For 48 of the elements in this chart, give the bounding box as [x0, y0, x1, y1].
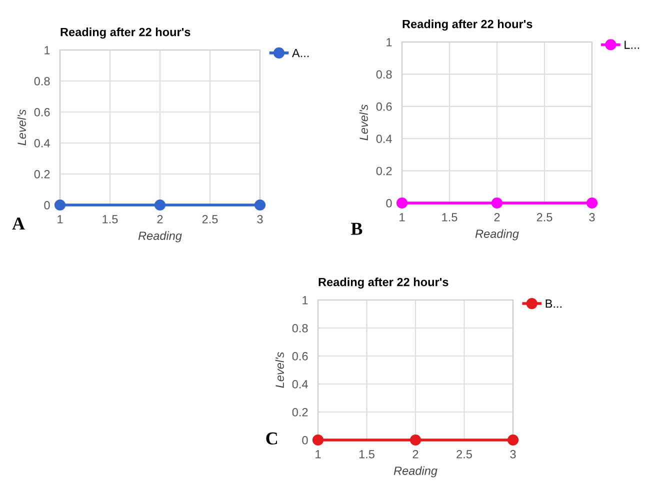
x-tick-label: 2.5	[202, 215, 218, 224]
x-tick-label: 2	[494, 213, 500, 222]
y-tick-label: 0	[44, 201, 50, 210]
y-axis-title: Level's	[275, 352, 284, 388]
y-tick-label: 0.4	[34, 139, 50, 148]
chart-title: Reading after 22 hour's	[318, 278, 448, 289]
x-tick-label: 3	[510, 450, 516, 458]
y-tick-label: 0.2	[376, 166, 392, 176]
x-tick-label: 1	[316, 450, 321, 458]
text: C	[266, 432, 278, 445]
y-axis-title: Level's	[359, 104, 368, 140]
x-tick-label: 1.5	[359, 450, 374, 458]
x-tick-label: 1	[58, 215, 63, 224]
x-tick-label: 1.5	[442, 213, 458, 222]
chart-title: Reading after 22 hour's	[402, 20, 532, 31]
y-axis-title: Level's	[17, 110, 26, 146]
x-tick-label: 3	[589, 213, 595, 222]
y-tick-label: 0	[302, 436, 308, 444]
chart-title: Reading after 22 hour's	[60, 28, 190, 39]
y-tick-label: 0.8	[292, 324, 308, 332]
y-tick-label: 1	[302, 296, 308, 304]
x-tick-label: 2	[412, 450, 418, 458]
legend-label: L...	[624, 40, 639, 49]
x-axis-title: Reading	[475, 229, 519, 240]
y-tick-label: 0.8	[34, 77, 50, 86]
x-tick-label: 3	[257, 215, 263, 224]
x-tick-label: 1	[400, 213, 405, 222]
y-tick-label: 0.6	[376, 102, 392, 111]
y-tick-label: 0.4	[292, 380, 308, 388]
y-tick-label: 1	[386, 38, 392, 46]
y-tick-label: 0.8	[376, 70, 392, 79]
text: A	[12, 218, 25, 230]
x-axis-title: Reading	[138, 231, 182, 242]
x-tick-label: 1.5	[102, 215, 118, 224]
x-tick-label: 2	[157, 215, 163, 224]
x-tick-label: 2.5	[536, 213, 552, 222]
y-tick-label: 0.6	[292, 352, 308, 360]
y-tick-label: 0.6	[34, 108, 50, 116]
legend-label: B...	[546, 300, 562, 308]
y-tick-label: 0.2	[292, 408, 308, 416]
y-tick-label: 0	[386, 199, 392, 208]
x-tick-label: 2.5	[456, 450, 472, 458]
y-tick-label: 0.2	[34, 170, 50, 178]
x-axis-title: Reading	[394, 466, 438, 478]
y-tick-label: 1	[44, 46, 50, 54]
y-tick-label: 0.4	[376, 134, 392, 143]
legend-label: A...	[292, 48, 309, 58]
text: B	[351, 222, 362, 235]
